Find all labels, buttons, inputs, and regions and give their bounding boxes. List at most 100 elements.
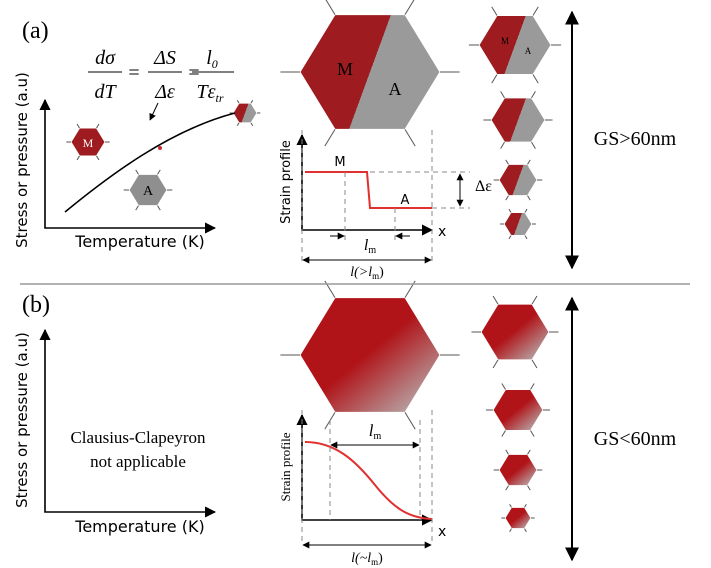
panel-label: (a) <box>22 18 49 44</box>
hex-label: A <box>525 46 532 56</box>
grain <box>300 298 440 413</box>
grain-edge <box>510 529 512 532</box>
point <box>158 146 162 150</box>
grain-edge <box>509 235 511 238</box>
grain-edge <box>532 91 536 97</box>
grain-edge <box>97 124 99 128</box>
strain-curve <box>305 442 432 519</box>
grain-size: GS<60nm <box>594 428 677 450</box>
grain-edge <box>325 0 335 15</box>
grain-edge <box>528 450 531 455</box>
grain-edge <box>510 504 512 507</box>
x-label: x <box>438 524 446 540</box>
grain-edge <box>158 206 161 211</box>
note: not applicable <box>90 452 186 471</box>
figure: (a) dσ dT = ΔS Δε = l0 Tεtr Stress or pr… <box>0 0 711 568</box>
grain-edge <box>325 129 335 146</box>
grain-edge <box>528 196 531 201</box>
guides <box>302 130 470 265</box>
grain-edge <box>77 124 79 128</box>
eq-num: ΔS <box>153 47 176 69</box>
hex-label: A <box>389 79 402 99</box>
lm-label: lm <box>369 421 382 442</box>
eq-den: Tεtr <box>196 81 223 105</box>
grain-edge <box>493 360 498 368</box>
grain-size: GS>60nm <box>594 128 677 150</box>
l-label: l(~lm) <box>351 551 383 567</box>
grain-edge <box>528 486 531 491</box>
grain <box>233 103 257 123</box>
y-axis-label: Stress or pressure (a.u) <box>13 72 31 248</box>
grain-edge <box>532 360 537 368</box>
equation: dσ dT = ΔS Δε = l0 Tεtr <box>88 47 234 105</box>
strain-curve <box>305 172 432 208</box>
grain-edge <box>405 129 415 146</box>
grain-edge <box>525 235 527 238</box>
grain-edge <box>77 156 79 160</box>
y-axis-label: Stress or pressure (a.u) <box>13 332 31 508</box>
grain-edge <box>532 296 537 304</box>
grain-edge <box>528 160 531 165</box>
lm-sub: m <box>368 245 376 256</box>
note: Clausius-Clapeyron <box>70 428 206 447</box>
strain-axes <box>302 415 432 520</box>
grain-edge <box>533 75 538 84</box>
l-tail: ) <box>378 551 383 566</box>
axes <box>45 330 215 512</box>
l-base: l(>l <box>350 265 372 280</box>
guides <box>302 410 432 545</box>
pointer <box>150 103 158 120</box>
phase-label: M <box>334 155 345 170</box>
phase-label: A <box>401 193 410 208</box>
grain <box>479 15 551 74</box>
grain-edge <box>492 7 497 16</box>
eq-sign: = <box>128 62 139 84</box>
grain-edge <box>237 100 239 103</box>
grain-edge <box>492 75 497 84</box>
grain-edge <box>532 142 536 148</box>
hex-label: M <box>501 36 509 46</box>
l-tail: ) <box>379 265 384 280</box>
panel-label: (b) <box>22 292 50 318</box>
grain-edge <box>501 142 505 148</box>
strain-y-label: Strain profile <box>278 432 293 501</box>
grain-edge <box>405 0 415 15</box>
x-axis-label: Temperature (K) <box>74 232 204 251</box>
grain-edge <box>501 91 505 97</box>
grain-edge <box>525 529 527 532</box>
eq-num: l0 <box>206 47 218 71</box>
eq-den-sub: tr <box>216 91 224 105</box>
grain <box>499 164 537 195</box>
grain-edge <box>502 431 506 437</box>
grain-edge <box>136 206 139 211</box>
grain-edge <box>136 170 139 175</box>
grain <box>491 98 545 142</box>
grain <box>504 213 532 236</box>
eq-den: dT <box>94 81 117 103</box>
grain-edge <box>506 160 509 165</box>
eq-num-sub: 0 <box>212 57 218 71</box>
hex-label: A <box>143 184 154 199</box>
strain-y-label: Strain profile <box>279 140 294 224</box>
grain-edge <box>251 100 253 103</box>
lm-sub: m <box>373 431 381 442</box>
grain-edge <box>525 504 527 507</box>
grain-edge <box>506 196 509 201</box>
delta-label: Δε <box>475 178 492 195</box>
eq-num: dσ <box>95 47 116 69</box>
eq-den-base: Tε <box>196 81 215 103</box>
grain-edge <box>493 296 498 304</box>
grain-edge <box>158 170 161 175</box>
grain-edge <box>531 431 535 437</box>
x-label: x <box>438 224 446 240</box>
grain-edge <box>251 123 253 126</box>
x-axis-label: Temperature (K) <box>74 517 204 536</box>
grain <box>505 507 531 528</box>
lm-label: lm <box>364 237 376 256</box>
l-base: l(~l <box>351 551 371 566</box>
eq-den: Δε <box>154 81 175 103</box>
grain-edge <box>509 209 511 212</box>
grain-edge <box>237 123 239 126</box>
grain-edge <box>502 384 506 390</box>
grain <box>499 454 537 485</box>
